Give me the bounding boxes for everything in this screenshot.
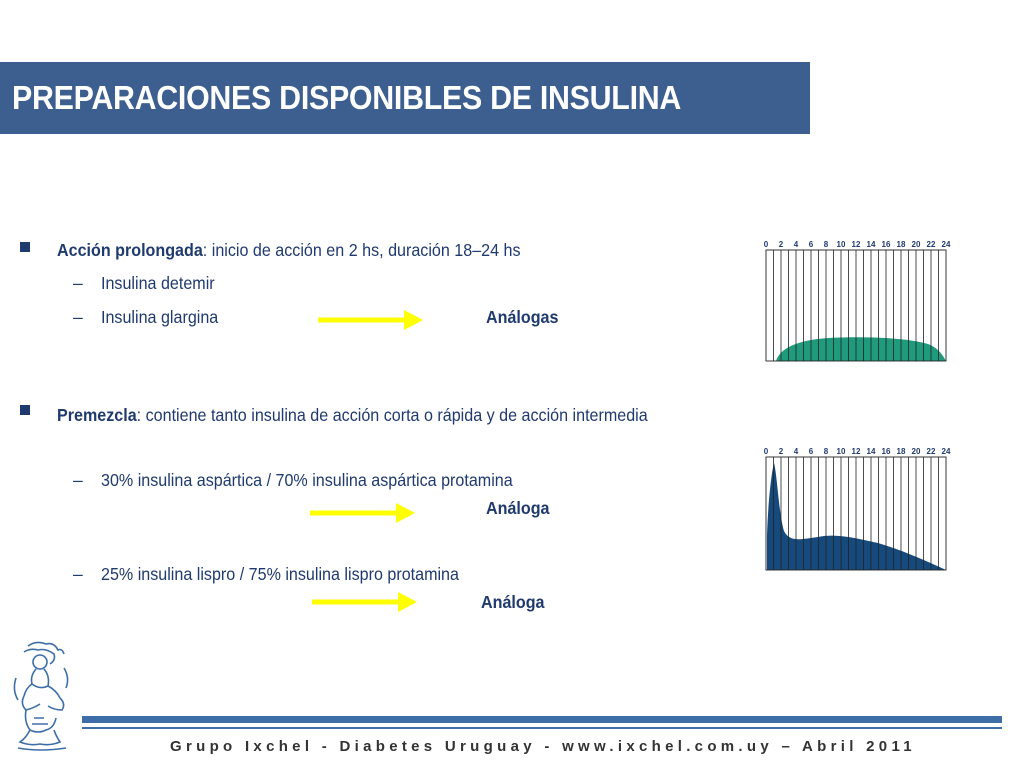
dash-marker: – bbox=[73, 470, 83, 490]
hour-tick-label: 20 bbox=[912, 240, 921, 249]
dash-marker: – bbox=[73, 307, 83, 327]
dash-marker: – bbox=[73, 273, 83, 293]
hour-tick-label: 14 bbox=[867, 240, 876, 249]
bullet-square bbox=[20, 242, 30, 252]
chart-hour-ticks: 0 2 4 6 8 10 12 14 16 18 20 22 24 bbox=[764, 240, 951, 249]
hour-tick-label: 2 bbox=[779, 447, 784, 456]
footer-rule-thick bbox=[82, 716, 1002, 723]
premix-action-chart: 0 2 4 6 8 10 12 14 16 18 20 22 24 bbox=[764, 447, 951, 571]
hour-tick-label: 2 bbox=[779, 240, 784, 249]
prolonged-curve bbox=[776, 337, 946, 361]
item-glargina: Insulina glargina bbox=[101, 307, 219, 327]
hour-tick-label: 6 bbox=[809, 447, 814, 456]
hour-tick-label: 22 bbox=[927, 447, 936, 456]
hour-tick-label: 24 bbox=[942, 447, 951, 456]
arrow-right-icon bbox=[312, 592, 417, 612]
chart-hour-ticks: 0 2 4 6 8 10 12 14 16 18 20 22 24 bbox=[764, 447, 951, 456]
hour-tick-label: 22 bbox=[927, 240, 936, 249]
arrow-right-icon bbox=[310, 503, 415, 523]
section-premix-label: Premezcla bbox=[57, 405, 137, 425]
hour-tick-label: 8 bbox=[824, 240, 829, 249]
hour-tick-label: 20 bbox=[912, 447, 921, 456]
tag-analoga-2: Análoga bbox=[481, 592, 545, 612]
item-lispro-mix: 25% insulina lispro / 75% insulina lispr… bbox=[101, 564, 459, 584]
chart-frame bbox=[765, 249, 947, 362]
hour-tick-label: 4 bbox=[794, 240, 799, 249]
section-prolonged-heading: Acción prolongada: inicio de acción en 2… bbox=[57, 240, 521, 261]
chart-frame bbox=[765, 456, 947, 571]
section-prolonged-text: : inicio de acción en 2 hs, duración 18–… bbox=[202, 240, 521, 260]
item-aspart-mix: 30% insulina aspártica / 70% insulina as… bbox=[101, 470, 513, 490]
hour-tick-label: 24 bbox=[942, 240, 951, 249]
chart-grid bbox=[773, 457, 939, 570]
premix-curve bbox=[767, 463, 946, 570]
title-bar: PREPARACIONES DISPONIBLES DE INSULINA bbox=[0, 62, 810, 134]
hour-tick-label: 16 bbox=[882, 240, 891, 249]
arrow-right-icon bbox=[318, 310, 423, 330]
hour-tick-label: 12 bbox=[852, 447, 861, 456]
hour-tick-label: 18 bbox=[897, 240, 906, 249]
hour-tick-label: 16 bbox=[882, 447, 891, 456]
hour-tick-label: 12 bbox=[852, 240, 861, 249]
section-prolonged-label: Acción prolongada bbox=[57, 240, 203, 260]
hour-tick-label: 10 bbox=[837, 447, 846, 456]
tag-analoga-1: Análoga bbox=[486, 498, 550, 518]
section-premix-heading: Premezcla: contiene tanto insulina de ac… bbox=[57, 405, 648, 426]
hour-tick-label: 8 bbox=[824, 447, 829, 456]
prolonged-action-chart: 0 2 4 6 8 10 12 14 16 18 20 22 24 bbox=[764, 240, 951, 362]
hour-tick-label: 0 bbox=[764, 240, 769, 249]
footer-credits: Grupo Ixchel - Diabetes Uruguay - www.ix… bbox=[170, 738, 916, 755]
hour-tick-label: 14 bbox=[867, 447, 876, 456]
bullet-square bbox=[20, 405, 30, 415]
hour-tick-label: 0 bbox=[764, 447, 769, 456]
dash-marker: – bbox=[73, 564, 83, 584]
footer-rule-thin bbox=[82, 727, 1002, 729]
hour-tick-label: 6 bbox=[809, 240, 814, 249]
ixchel-logo bbox=[13, 641, 69, 751]
item-detemir: Insulina detemir bbox=[101, 273, 215, 293]
hour-tick-label: 18 bbox=[897, 447, 906, 456]
page-title: PREPARACIONES DISPONIBLES DE INSULINA bbox=[12, 79, 682, 116]
section-premix-text: : contiene tanto insulina de acción cort… bbox=[136, 405, 648, 425]
chart-grid bbox=[773, 250, 939, 361]
hour-tick-label: 10 bbox=[837, 240, 846, 249]
tag-analogas: Análogas bbox=[486, 307, 559, 327]
hour-tick-label: 4 bbox=[794, 447, 799, 456]
